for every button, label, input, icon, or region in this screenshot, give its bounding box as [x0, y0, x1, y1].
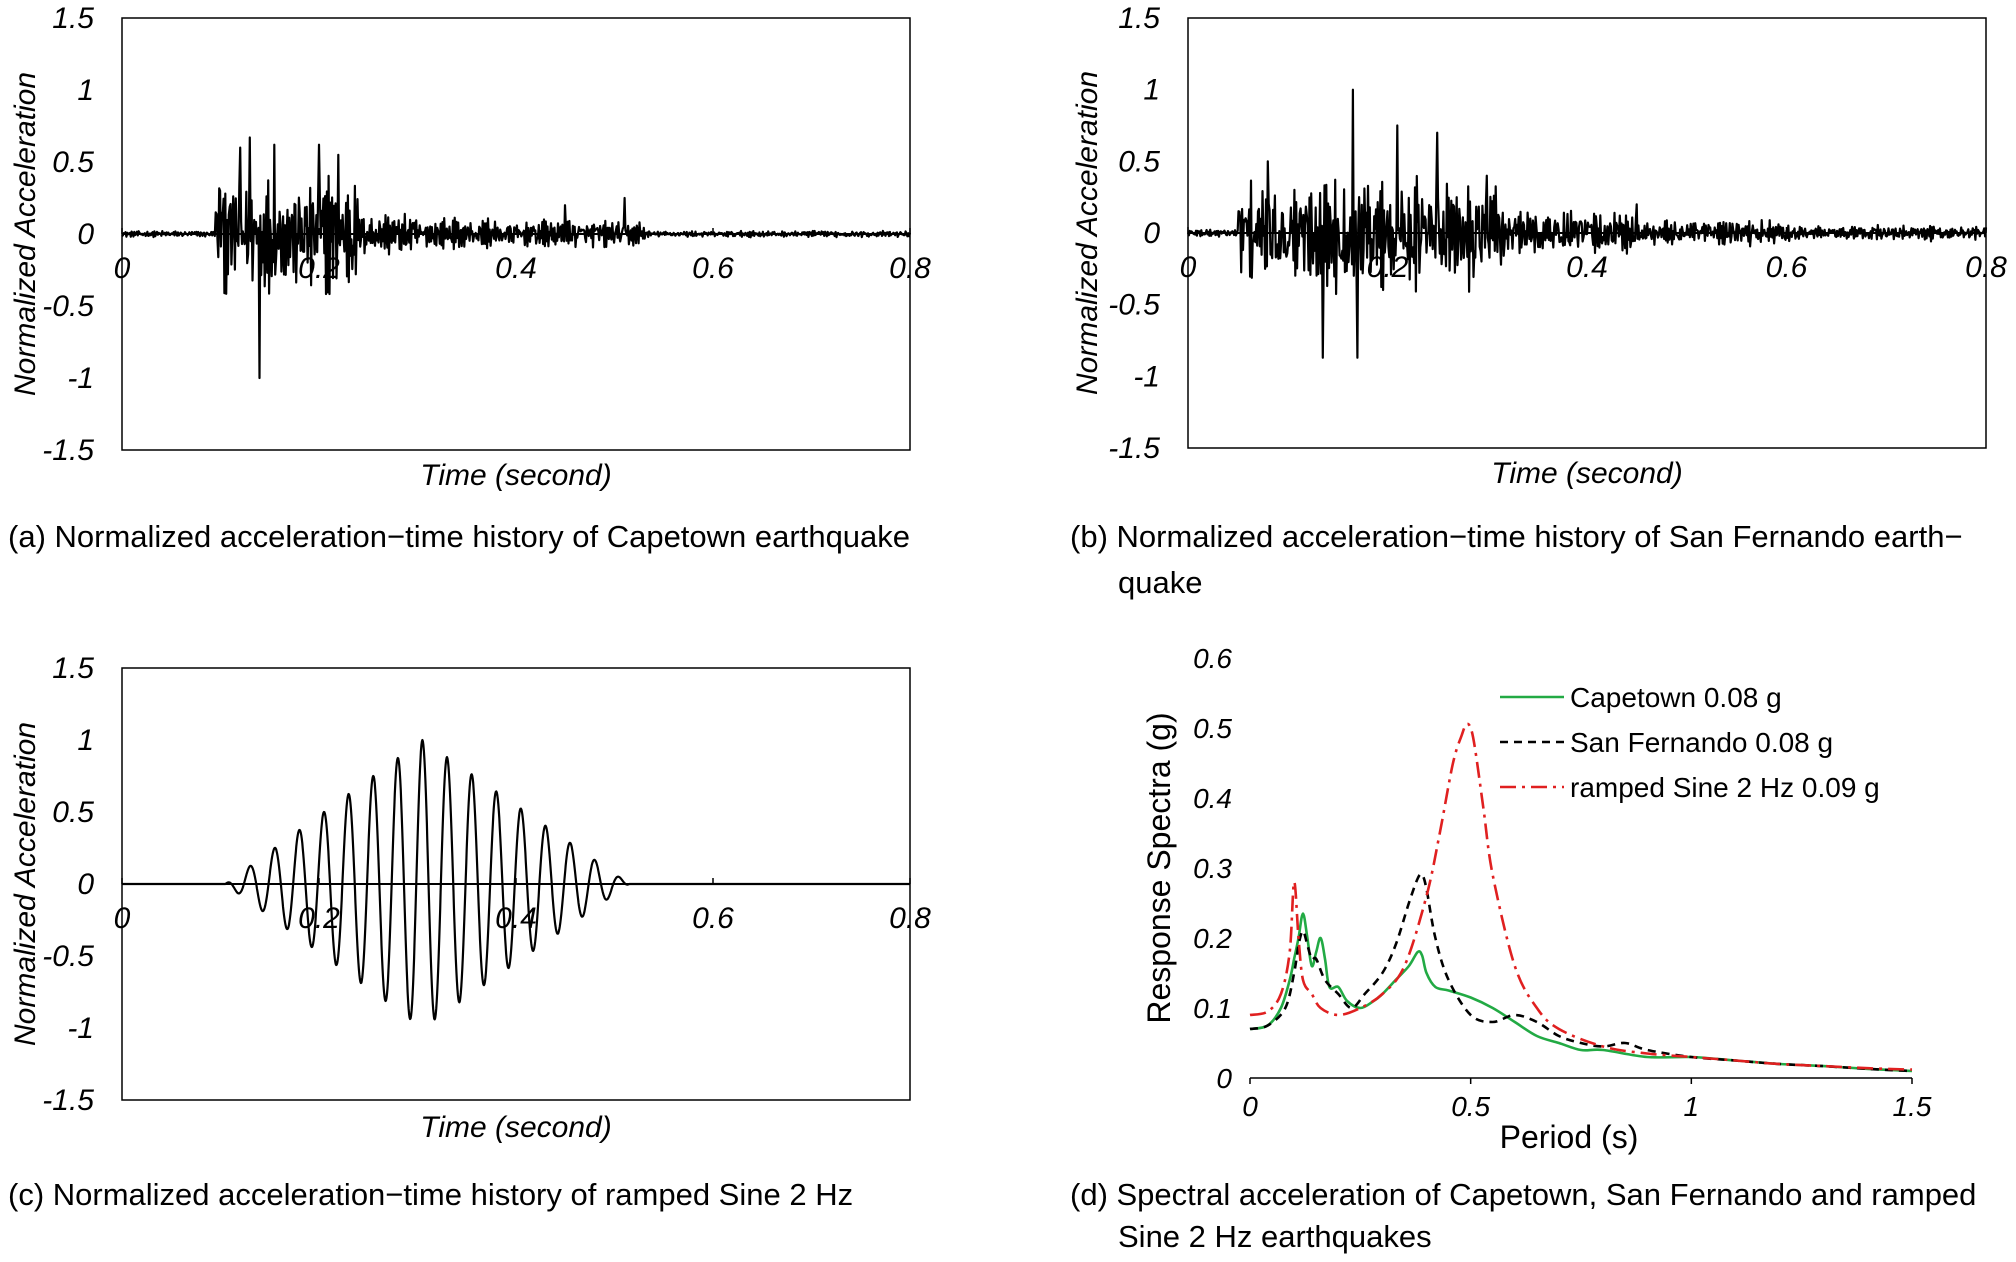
y-tick-label: 0.5	[1118, 145, 1160, 178]
x-tick-label: 0	[114, 252, 131, 285]
y-tick-label: 0	[77, 868, 94, 901]
y-tick-label: 1.5	[1118, 2, 1160, 35]
legend-label-3: ramped Sine 2 Hz 0.09 g	[1570, 772, 1880, 803]
x-axis-title: Time (second)	[1491, 457, 1682, 490]
y-axis-title: Normalized Acceleration	[1071, 71, 1104, 395]
x-tick-label: 0.6	[692, 902, 734, 935]
x-tick-label: 0.4	[495, 252, 537, 285]
x-tick-label: 0.6	[692, 252, 734, 285]
y-tick-label: -0.5	[1108, 289, 1160, 322]
series-line-san-fernando-earthquake	[1186, 88, 1988, 359]
y-tick-label: 0.4	[1193, 783, 1232, 814]
x-tick-label: 1.5	[1893, 1091, 1932, 1122]
x-tick-label: 0.4	[1566, 251, 1608, 284]
y-axis-title: Normalized Acceleration	[9, 722, 42, 1046]
caption-a: (a) Normalized acceleration−time history…	[8, 519, 911, 554]
y-tick-label: 0.5	[1193, 713, 1232, 744]
x-tick-label: 0.2	[298, 902, 340, 935]
x-tick-label: 0.6	[1766, 251, 1808, 284]
x-tick-label: 0.5	[1451, 1091, 1490, 1122]
y-tick-label: 0	[1143, 217, 1160, 250]
y-tick-label: -1	[1133, 360, 1160, 393]
y-tick-label: 1	[77, 74, 94, 107]
y-tick-label: 0.3	[1193, 853, 1232, 884]
y-tick-label: -0.5	[42, 290, 94, 323]
y-tick-label: -1	[67, 1012, 94, 1045]
y-tick-label: 1.5	[52, 652, 94, 685]
y-tick-label: 0.5	[52, 146, 94, 179]
x-axis-title: Period (s)	[1500, 1119, 1639, 1155]
series-line-1	[1249, 912, 1913, 1073]
x-tick-label: 0	[114, 902, 131, 935]
y-tick-label: -1	[67, 362, 94, 395]
y-tick-label: -1.5	[42, 434, 94, 467]
x-tick-label: 1	[1684, 1091, 1700, 1122]
y-tick-label: 1	[1143, 74, 1160, 107]
x-tick-label: 0.8	[1965, 251, 2007, 284]
legend-label-1: Capetown 0.08 g	[1570, 682, 1782, 713]
x-axis-title: Time (second)	[420, 459, 611, 492]
series-line-capetown-earthquake	[121, 136, 912, 380]
y-tick-label: 0.6	[1193, 643, 1232, 674]
caption-d-line1: (d) Spectral acceleration of Capetown, S…	[1070, 1177, 1977, 1212]
series-line-2	[1249, 872, 1913, 1073]
caption-d-line2: Sine 2 Hz earthquakes	[1118, 1219, 1432, 1254]
y-tick-label: 0	[1216, 1063, 1232, 1094]
y-tick-label: 0.5	[52, 796, 94, 829]
y-tick-label: -1.5	[42, 1084, 94, 1117]
series-line-3	[1249, 722, 1913, 1071]
x-tick-label: 0.8	[889, 252, 931, 285]
y-tick-label: 0.1	[1193, 993, 1232, 1024]
y-tick-label: -0.5	[42, 940, 94, 973]
y-axis-title: Normalized Acceleration	[9, 72, 42, 396]
x-tick-label: 0	[1242, 1091, 1258, 1122]
y-axis-title: Response Spectra (g)	[1141, 712, 1177, 1023]
x-axis-title: Time (second)	[420, 1111, 611, 1144]
caption-b-line2: quake	[1118, 565, 1203, 600]
y-tick-label: 0.2	[1193, 923, 1232, 954]
y-tick-label: 0	[77, 218, 94, 251]
caption-c: (c) Normalized acceleration−time history…	[8, 1177, 854, 1212]
x-tick-label: 0.8	[889, 902, 931, 935]
caption-b-line1: (b) Normalized acceleration−time history…	[1070, 519, 1963, 554]
chart-panel-d: 0.6 0.5 0.4 0.3 0.2 0.1 00 0.5 1 1.5 Period (s) Res…	[1141, 643, 1932, 1155]
x-tick-label: 0	[1180, 251, 1197, 284]
y-tick-label: 1.5	[52, 2, 94, 35]
series-line-ramped-sine-2-hz	[121, 738, 911, 1021]
legend-label-2: San Fernando 0.08 g	[1570, 727, 1833, 758]
y-tick-label: 1	[77, 724, 94, 757]
y-tick-label: -1.5	[1108, 432, 1160, 465]
